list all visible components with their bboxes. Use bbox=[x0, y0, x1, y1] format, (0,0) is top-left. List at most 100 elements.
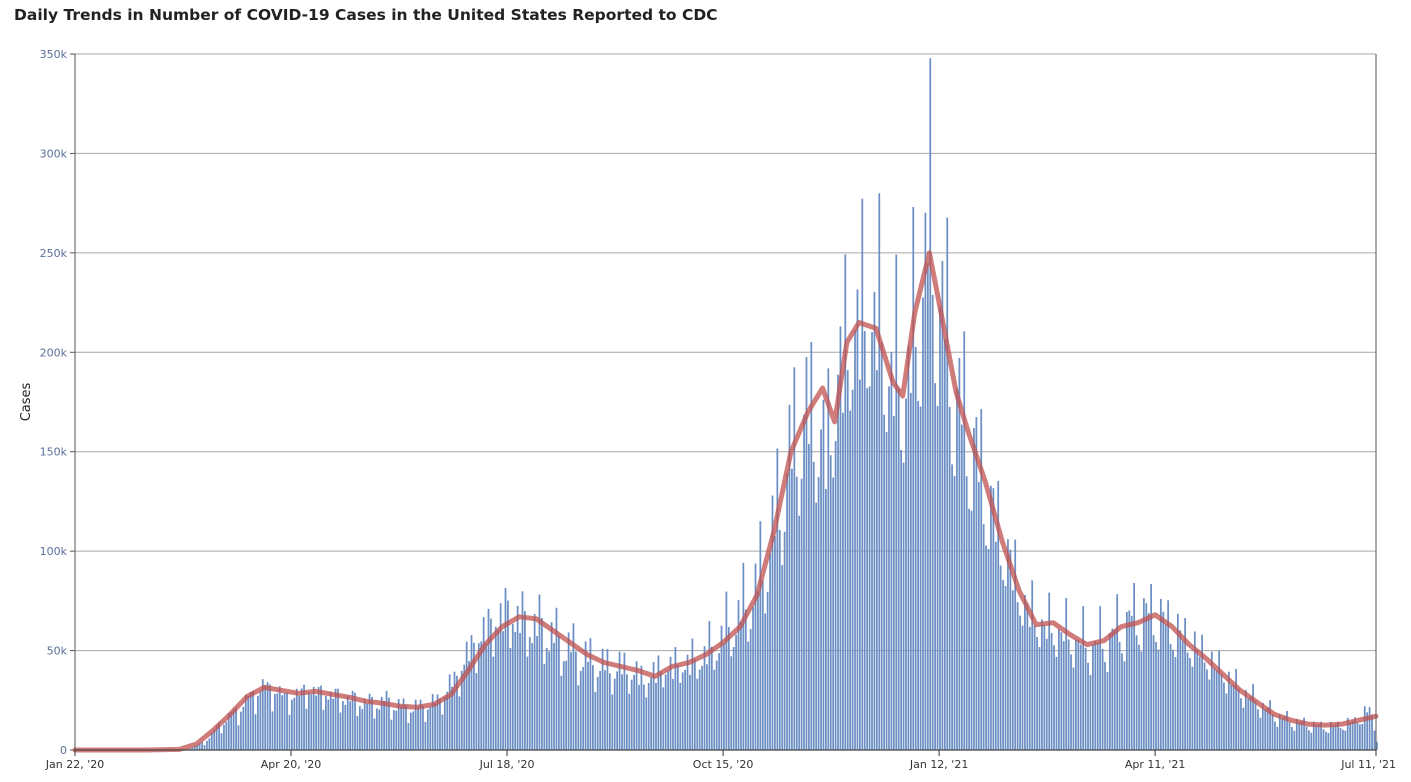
daily-case-bar bbox=[759, 521, 762, 750]
daily-case-bar bbox=[317, 686, 320, 750]
daily-case-bar bbox=[303, 684, 305, 750]
daily-case-bar bbox=[868, 386, 871, 750]
daily-case-bar bbox=[1189, 658, 1191, 750]
daily-case-bar bbox=[400, 705, 402, 750]
daily-case-bar bbox=[443, 696, 446, 750]
daily-case-bar bbox=[1312, 721, 1315, 750]
daily-case-bar bbox=[761, 580, 764, 750]
daily-case-bar bbox=[708, 621, 711, 750]
daily-case-bar bbox=[970, 510, 973, 750]
daily-case-bar bbox=[764, 613, 767, 750]
daily-case-bar bbox=[720, 625, 723, 750]
daily-case-bar bbox=[409, 712, 412, 750]
daily-case-bar bbox=[320, 685, 322, 750]
daily-case-bar bbox=[781, 565, 784, 750]
daily-case-bar bbox=[1349, 722, 1352, 750]
daily-case-bar bbox=[866, 388, 869, 750]
daily-case-bar bbox=[516, 605, 519, 750]
daily-case-bar bbox=[1220, 673, 1223, 750]
daily-case-bar bbox=[672, 678, 674, 750]
daily-case-bar bbox=[310, 694, 313, 750]
daily-case-bar bbox=[458, 696, 461, 750]
daily-case-bar bbox=[390, 719, 393, 750]
daily-case-bar bbox=[490, 618, 492, 750]
daily-case-bar bbox=[849, 410, 852, 750]
daily-case-bar bbox=[1077, 640, 1080, 750]
daily-case-bar bbox=[1019, 615, 1021, 750]
daily-case-bar bbox=[691, 638, 694, 750]
daily-case-bar bbox=[1118, 641, 1121, 750]
daily-case-bar bbox=[1167, 600, 1170, 750]
daily-case-bar bbox=[1004, 586, 1007, 750]
daily-case-bar bbox=[1266, 707, 1269, 750]
daily-case-bar bbox=[951, 464, 953, 750]
daily-case-bar bbox=[1283, 715, 1286, 750]
daily-case-bar bbox=[271, 711, 274, 750]
daily-case-bar bbox=[727, 627, 730, 750]
daily-case-bar bbox=[638, 684, 640, 750]
daily-case-bar bbox=[1247, 698, 1250, 750]
daily-case-bar bbox=[274, 694, 276, 750]
daily-case-bar bbox=[858, 379, 861, 750]
daily-case-bar bbox=[820, 429, 822, 750]
daily-case-bar bbox=[257, 695, 259, 750]
daily-case-bar bbox=[897, 388, 900, 750]
daily-case-bar bbox=[300, 688, 303, 750]
daily-case-bar bbox=[341, 701, 344, 750]
daily-case-bar bbox=[953, 475, 956, 750]
daily-case-bar bbox=[414, 699, 417, 750]
daily-case-bar bbox=[1225, 693, 1228, 750]
daily-case-bar bbox=[1295, 718, 1298, 750]
daily-case-bar bbox=[189, 748, 191, 750]
daily-case-bar bbox=[395, 710, 398, 750]
daily-case-bar bbox=[798, 515, 801, 750]
daily-case-bar bbox=[844, 254, 847, 750]
daily-case-bar bbox=[475, 673, 478, 750]
daily-case-bar bbox=[463, 664, 466, 750]
daily-case-bar bbox=[825, 489, 827, 750]
daily-case-bar bbox=[1138, 644, 1140, 750]
daily-case-bar bbox=[213, 729, 216, 750]
daily-case-bar bbox=[606, 649, 609, 750]
daily-case-bar bbox=[1271, 714, 1274, 750]
daily-case-bar bbox=[1079, 644, 1082, 750]
daily-case-bar bbox=[448, 674, 451, 750]
chart-title: Daily Trends in Number of COVID-19 Cases… bbox=[14, 6, 718, 24]
daily-case-bar bbox=[640, 665, 643, 750]
daily-case-bar bbox=[771, 495, 774, 750]
daily-case-bar bbox=[337, 688, 339, 750]
daily-case-bar bbox=[565, 660, 568, 750]
daily-case-bar bbox=[803, 414, 805, 750]
y-tick-label: 50k bbox=[47, 645, 68, 658]
daily-case-bar bbox=[902, 462, 905, 750]
daily-case-bar bbox=[827, 368, 830, 750]
daily-case-bar bbox=[1244, 689, 1247, 750]
daily-case-bar bbox=[227, 713, 230, 750]
daily-case-bar bbox=[1201, 634, 1203, 750]
daily-case-bar bbox=[582, 667, 585, 750]
daily-case-bar bbox=[788, 404, 791, 750]
daily-case-bar bbox=[842, 412, 844, 750]
daily-case-bar bbox=[956, 388, 958, 750]
daily-case-bar bbox=[191, 747, 194, 750]
daily-case-bar bbox=[1072, 667, 1075, 750]
daily-case-bar bbox=[703, 646, 706, 750]
daily-case-bar bbox=[1227, 671, 1230, 750]
daily-case-bar bbox=[686, 654, 689, 750]
y-axis-label: Cases bbox=[19, 382, 34, 421]
daily-case-bar bbox=[1113, 630, 1116, 750]
daily-case-bar bbox=[388, 697, 390, 750]
daily-case-bar bbox=[485, 643, 487, 750]
daily-case-bar bbox=[900, 449, 903, 750]
daily-case-bar bbox=[592, 665, 594, 750]
daily-case-bar bbox=[696, 678, 699, 750]
daily-case-bar bbox=[856, 289, 859, 750]
daily-case-bar bbox=[854, 329, 856, 750]
daily-case-bar bbox=[1293, 730, 1296, 750]
daily-case-bar bbox=[446, 691, 449, 750]
daily-case-bar bbox=[1055, 656, 1058, 750]
daily-case-bar bbox=[808, 444, 810, 750]
daily-case-bar bbox=[1281, 718, 1284, 750]
daily-case-bar bbox=[419, 699, 422, 750]
daily-case-bar bbox=[1329, 721, 1332, 750]
